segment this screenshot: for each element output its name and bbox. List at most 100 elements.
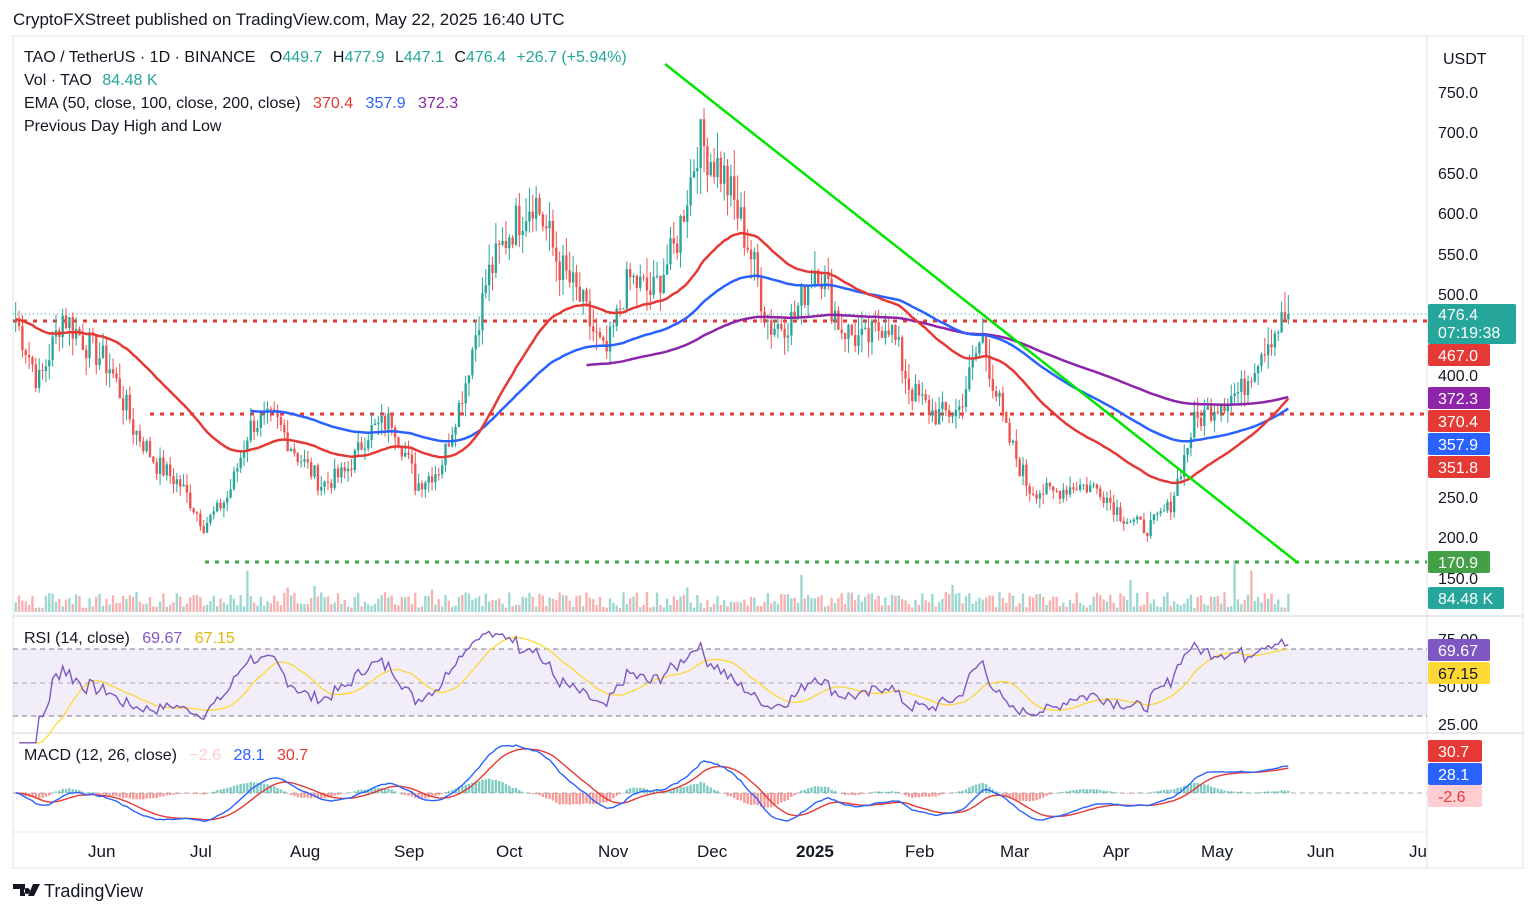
candle-body [162, 457, 165, 476]
macd-hist-bar [85, 792, 88, 794]
volume-bar [273, 595, 276, 612]
volume-bar [61, 606, 64, 612]
candle-body [618, 308, 622, 310]
macd-hist-bar [803, 789, 806, 793]
candle-body [367, 440, 370, 449]
candle-body [289, 448, 293, 452]
macd-hist-bar [491, 779, 494, 793]
candle-body [907, 378, 911, 390]
candle-body [481, 292, 484, 331]
legend-macd[interactable]: MACD (12, 26, close) −2.6 28.1 30.7 [24, 747, 308, 764]
candle-body [182, 484, 185, 487]
volume-bar [991, 595, 995, 612]
macd-hist-bar [1136, 792, 1139, 794]
macd-hist-bar [1203, 784, 1206, 793]
candle-body [736, 199, 739, 219]
candle-body [796, 305, 800, 318]
time-axis[interactable]: Jun Jul Aug Sep Oct Nov Dec 2025 Feb Mar… [88, 842, 1427, 861]
macd-hist-bar [1233, 791, 1236, 793]
volume-bar [944, 592, 947, 612]
macd-hist-bar [440, 793, 444, 795]
candle-body [988, 355, 991, 379]
candle-body [128, 394, 132, 420]
volume-bar [118, 602, 121, 612]
candle-body [242, 450, 246, 458]
volume-bar [68, 598, 71, 612]
volume-bar [481, 605, 484, 612]
volume-bar [1018, 603, 1021, 612]
macd-hist-bar [162, 793, 165, 797]
candle-body [404, 452, 407, 457]
volume-bar [1199, 595, 1203, 612]
macd-hist-bar [487, 778, 491, 793]
candle-body [1109, 497, 1112, 503]
candle-body [1216, 411, 1219, 413]
candle-body [192, 508, 195, 513]
candle-body [1183, 455, 1186, 477]
legend-row-ema[interactable]: EMA (50, close, 100, close, 200, close) … [24, 95, 458, 112]
volume-bar [78, 596, 81, 612]
macd-hist-bar [229, 787, 232, 793]
volume-bar [659, 605, 662, 612]
descending-trendline[interactable] [664, 63, 1299, 564]
price-axis-currency[interactable]: USDT [1443, 51, 1487, 68]
volume-bar [843, 603, 847, 612]
candle-body [1159, 511, 1162, 514]
macd-hist-bar [1072, 790, 1075, 793]
candle-body [236, 468, 239, 472]
volume-bar [541, 595, 545, 612]
candle-body [632, 275, 635, 278]
volume-bar [454, 605, 457, 612]
macd-hist-bar [692, 783, 696, 793]
volume-bar [1001, 598, 1005, 612]
volume-bar [1048, 600, 1052, 612]
macd-hist-bar [262, 783, 266, 793]
legend-row-1[interactable]: TAO / TetherUS · 1D · BINANCE O449.7 H47… [24, 49, 627, 66]
legend-macd-value: 28.1 [233, 747, 264, 764]
macd-hist-bar [226, 788, 229, 793]
volume-bar [380, 595, 383, 612]
macd-hist-bar [101, 793, 105, 794]
macd-hist-bar [58, 790, 61, 793]
legend-row-volume[interactable]: Vol · TAO 84.48 K [24, 72, 158, 89]
volume-bar [357, 592, 360, 612]
macd-hist-bar [1169, 789, 1172, 793]
price-axis[interactable]: USDT 750.0 700.0 650.0 600.0 550.0 500.0… [1438, 51, 1487, 734]
candle-body [984, 334, 988, 356]
macd-hist-bar [1260, 791, 1263, 793]
macd-hist-bar [605, 793, 608, 803]
candle-body [890, 325, 894, 335]
macd-hist-bar [679, 787, 682, 793]
volume-bar [152, 606, 155, 612]
macd-hist-bar [578, 793, 581, 805]
macd-hist-bar [477, 781, 481, 793]
candle-body [531, 211, 534, 219]
legend-rsi[interactable]: RSI (14, close) 69.67 67.15 [24, 630, 235, 647]
macd-hist-bar [1216, 788, 1219, 793]
macd-hist-bar [632, 787, 635, 793]
macd-hist-bar [729, 793, 733, 797]
volume-bar [1115, 607, 1119, 612]
volume-bar [1250, 570, 1253, 612]
candle-body [1146, 532, 1149, 537]
macd-hist-bar [749, 793, 753, 805]
candle-body [729, 176, 733, 196]
volume-bar [1139, 605, 1142, 612]
legend-row-pdhl[interactable]: Previous Day High and Low [24, 118, 222, 135]
macd-hist-bar [780, 793, 783, 803]
macd-hist-bar [1025, 793, 1028, 802]
volume-bar [377, 598, 380, 612]
tradingview-logo[interactable]: TradingView [13, 881, 144, 901]
macd-hist-bar [924, 793, 927, 797]
volume-bar [491, 599, 494, 612]
volume-bar [1166, 592, 1169, 612]
candle-body [1099, 488, 1102, 498]
candle-body [1139, 516, 1142, 520]
candle-body [340, 467, 343, 478]
legend-ema50: 370.4 [313, 95, 353, 112]
volume-bar [404, 597, 407, 612]
volume-bar [1142, 604, 1146, 612]
legend-macd-signal: 30.7 [277, 747, 308, 764]
pd-low-badge-value: 351.8 [1438, 460, 1478, 477]
